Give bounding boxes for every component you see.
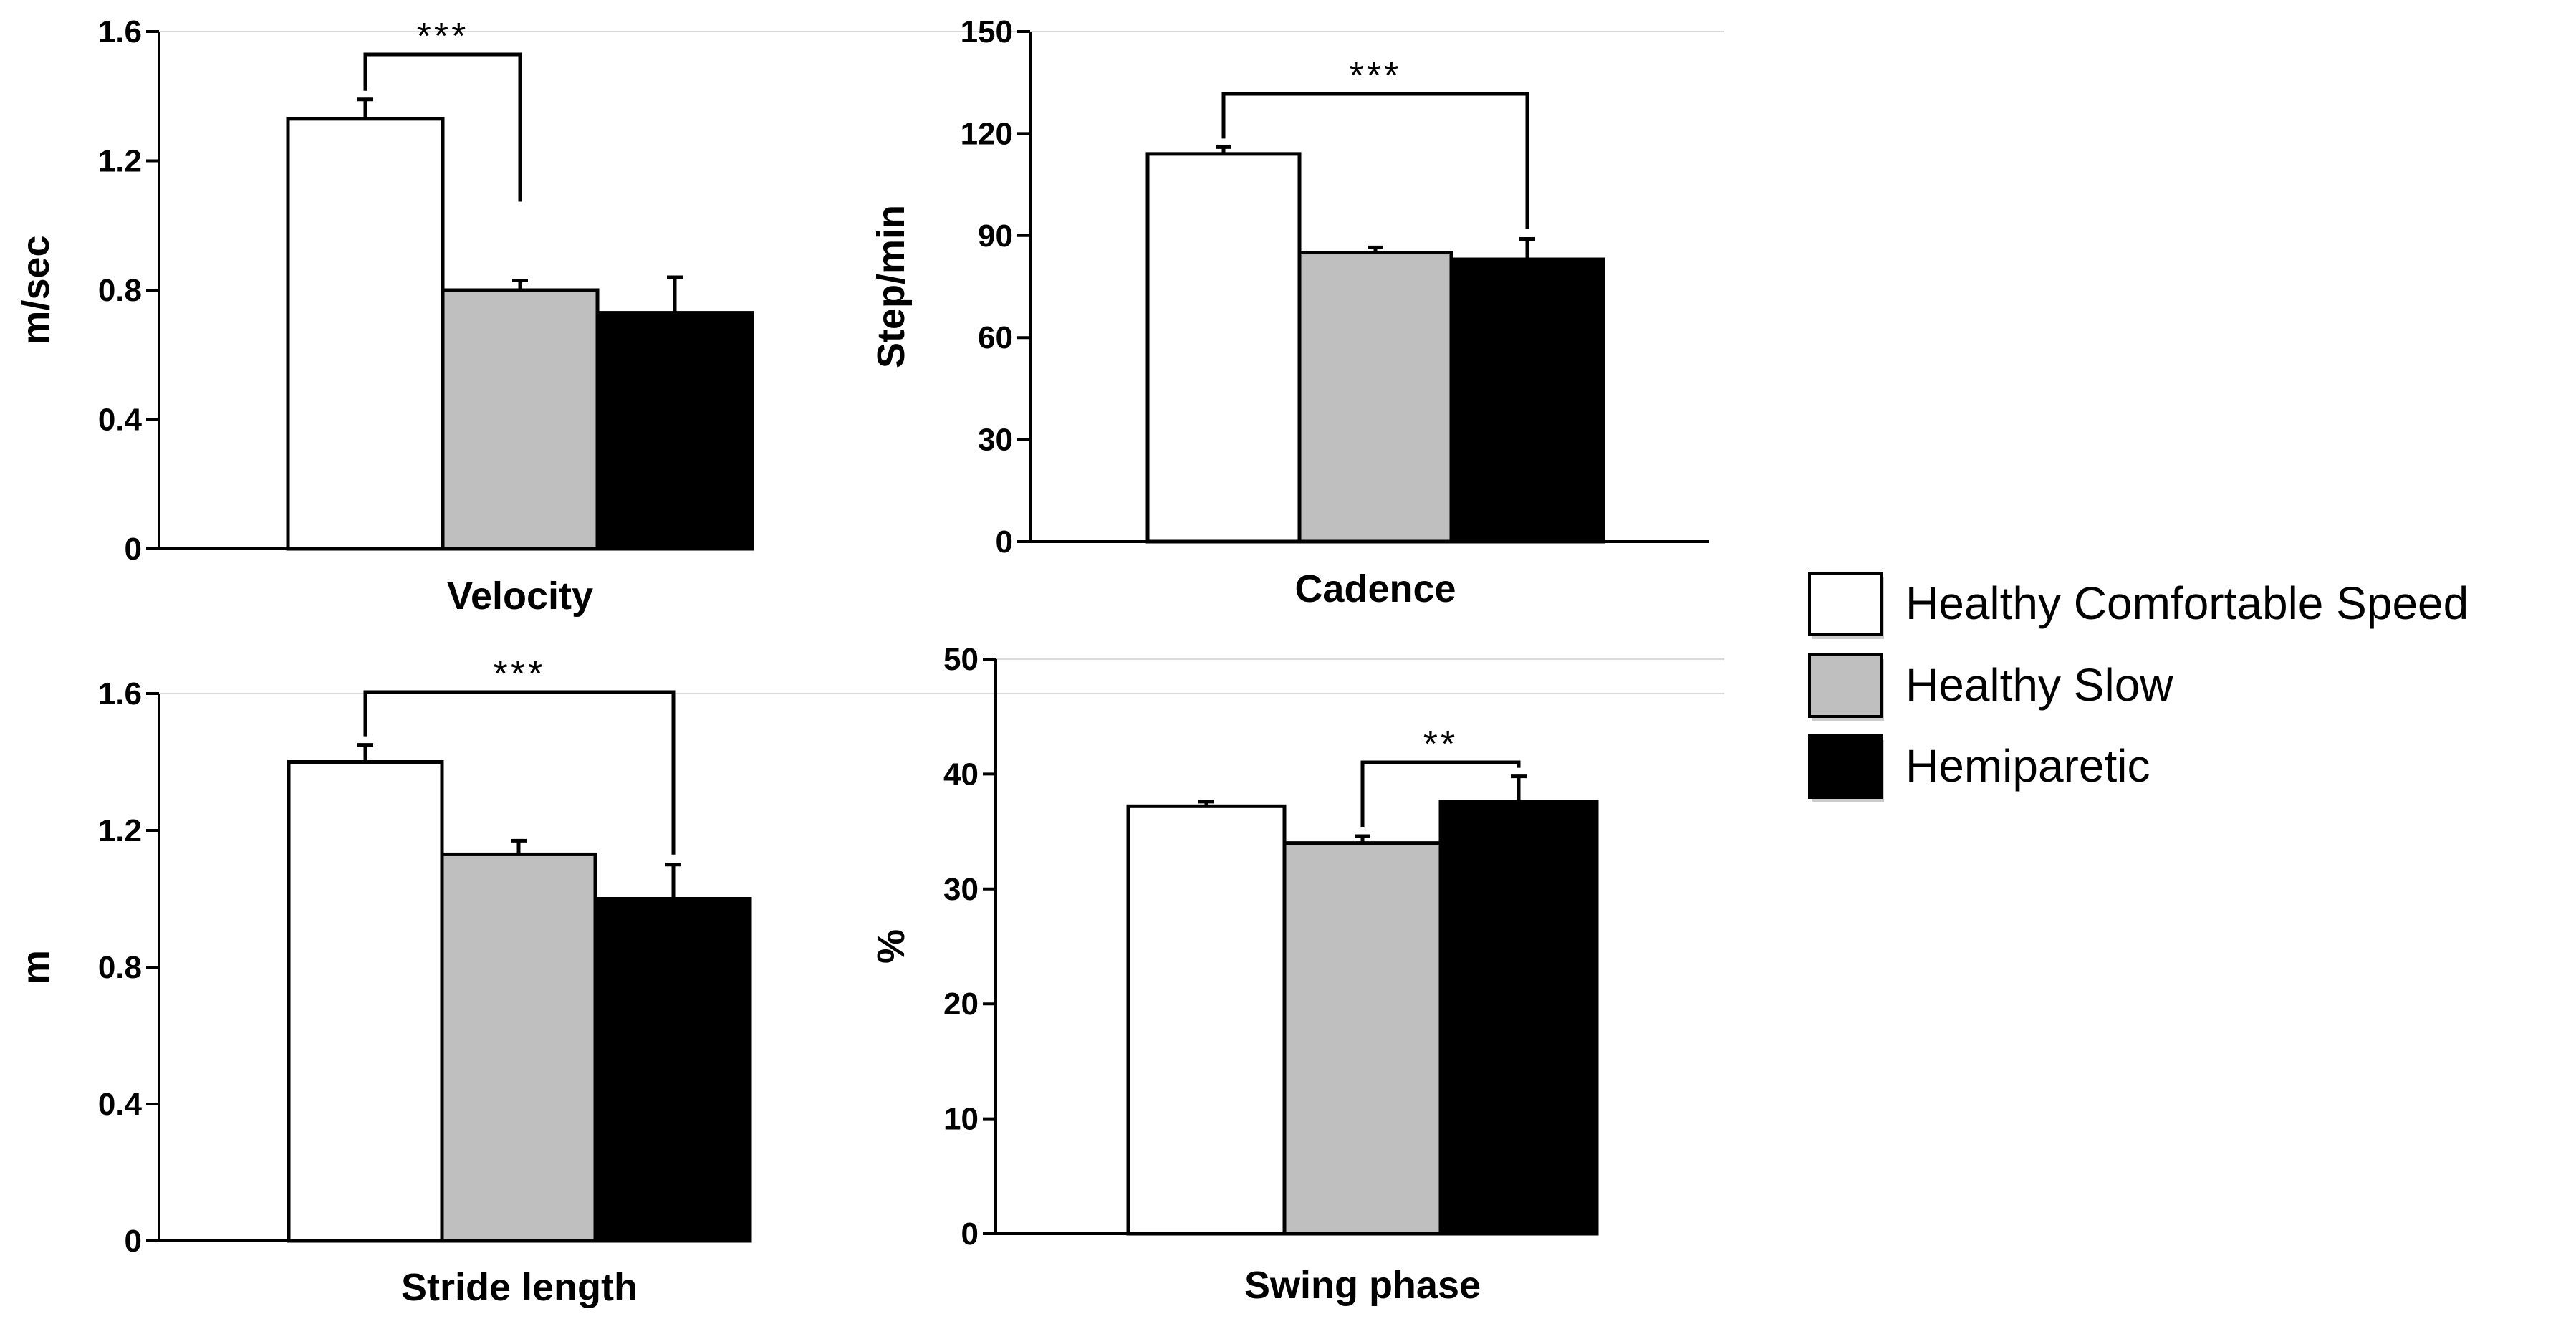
bar-healthy-comfortable (286, 117, 445, 551)
y-tick-label: 0 (996, 524, 1013, 560)
chart-velocity: 0 0.4 0.8 1.2 1.6 *** Velocity m/sec (14, 14, 1724, 618)
y-tick-label: 30 (978, 423, 1013, 458)
y-tick-label: 0 (125, 1224, 142, 1259)
legend-label: Hemiparetic (1905, 740, 2150, 792)
y-tick-label: 50 (943, 642, 979, 677)
y-tick-label: 40 (943, 757, 979, 792)
bar-healthy-slow (441, 288, 600, 551)
chart-stride-length: 0 0.4 0.8 1.2 1.6 *** Stride length m (14, 653, 1724, 1309)
y-axis-title: m/sec (14, 235, 57, 345)
significance-bracket (363, 52, 522, 202)
bar-healthy-slow (440, 852, 597, 1243)
y-tick-label: 10 (943, 1102, 979, 1137)
y-tick-label: 1.2 (98, 144, 142, 179)
x-axis-title: Cadence (1294, 567, 1456, 610)
bar-healthy-slow (1297, 251, 1453, 544)
significance-bracket (1360, 760, 1521, 828)
y-tick-label: 0 (961, 1217, 979, 1252)
bar-healthy-comfortable (1126, 804, 1287, 1236)
bar-hemiparetic (595, 897, 752, 1243)
y-tick-label: 150 (961, 14, 1013, 49)
bar-hemiparetic (595, 311, 754, 551)
chart-cadence: 0 30 60 90 120 150 *** Cadence Step/min (870, 14, 1724, 610)
bar-healthy-comfortable (287, 760, 444, 1243)
significance-label: ** (1423, 724, 1458, 765)
bar-healthy-slow (1282, 841, 1443, 1236)
y-tick-label: 1.6 (98, 14, 142, 49)
y-tick-label: 1.2 (98, 813, 142, 848)
y-tick-label: 0.4 (98, 1087, 143, 1122)
significance-label: *** (494, 653, 546, 695)
significance-label: *** (417, 16, 469, 57)
legend-swatch (1808, 653, 1883, 718)
bar-hemiparetic (1438, 800, 1599, 1236)
y-tick-label: 90 (978, 219, 1013, 254)
legend: Healthy Comfortable Speed Healthy Slow Hem… (1808, 572, 2469, 802)
legend-label: Healthy Slow (1905, 659, 2173, 711)
y-axis-title: % (870, 929, 913, 964)
y-tick-label: 30 (943, 872, 979, 907)
legend-swatch (1808, 734, 1883, 799)
x-axis-title: Velocity (447, 575, 593, 618)
y-axis-title: Step/min (870, 205, 913, 368)
y-tick-label: 0 (125, 532, 142, 567)
y-tick-label: 0.8 (98, 950, 142, 985)
y-tick-label: 20 (943, 987, 979, 1022)
y-axis-title: m (14, 950, 57, 984)
x-axis-title: Swing phase (1244, 1264, 1481, 1307)
y-tick-label: 0.4 (98, 403, 143, 438)
legend-label: Healthy Comfortable Speed (1905, 577, 2469, 629)
y-tick-label: 120 (961, 116, 1013, 151)
significance-bracket (1221, 92, 1529, 229)
y-tick-label: 1.6 (98, 676, 142, 711)
legend-swatch (1808, 572, 1883, 636)
charts-layer: 0 0.4 0.8 1.2 1.6 *** Velocity m/sec 0 30 60 90 120 1… (14, 14, 1724, 1309)
chart-swing-phase: 0 10 20 30 40 50 ** Swing phase% (870, 642, 1724, 1307)
bar-hemiparetic (1449, 257, 1605, 544)
significance-bracket (363, 690, 676, 855)
significance-label: *** (1350, 55, 1402, 97)
bar-healthy-comfortable (1145, 152, 1302, 544)
y-tick-label: 0.8 (98, 273, 142, 308)
x-axis-title: Stride length (401, 1266, 638, 1309)
y-tick-label: 60 (978, 320, 1013, 355)
